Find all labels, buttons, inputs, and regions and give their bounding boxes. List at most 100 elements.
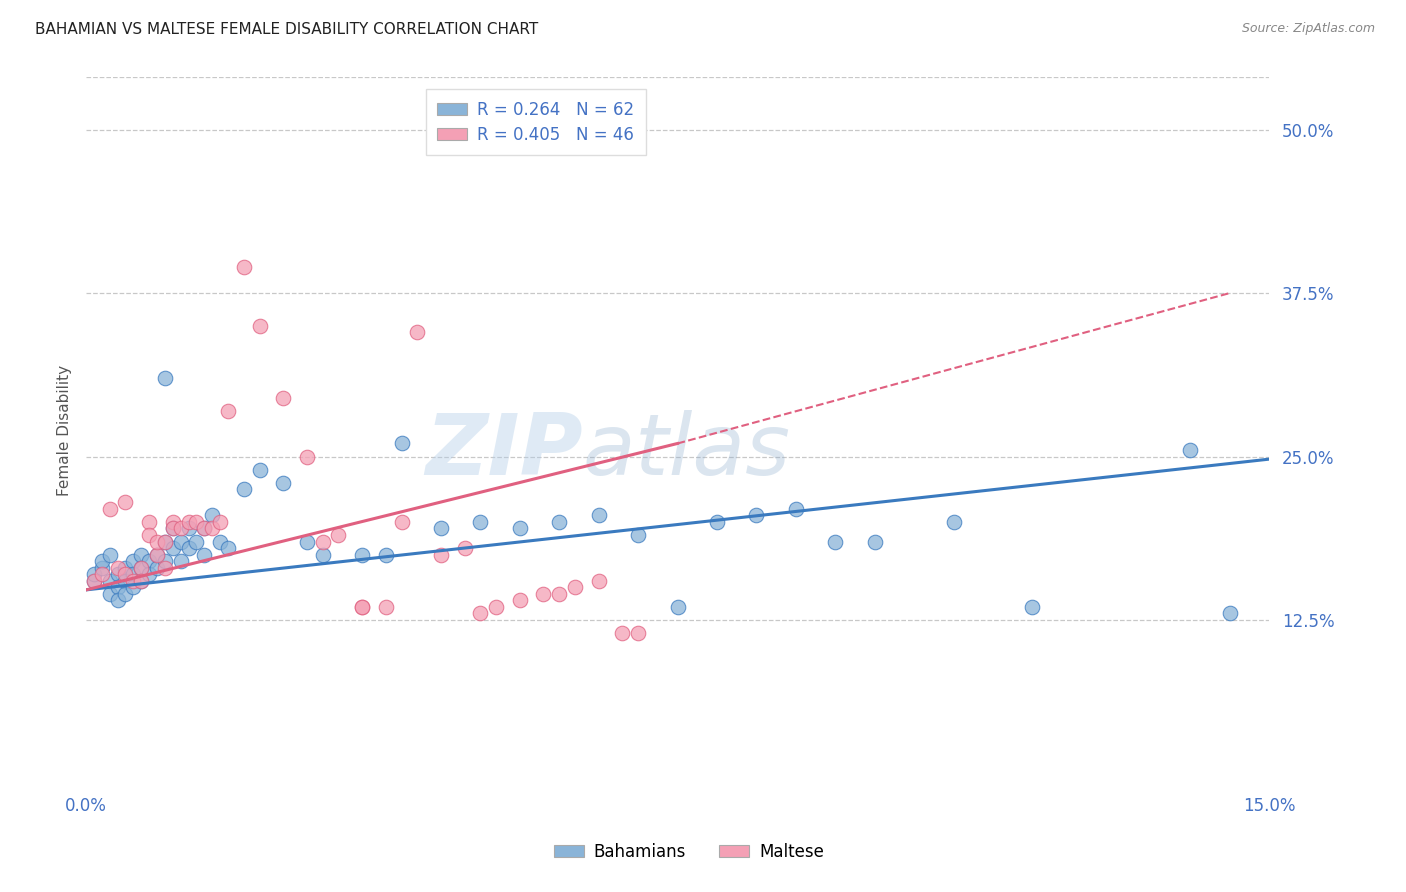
Point (129, 548, 152, 562)
Point (509, 593, 531, 607)
Point (193, 548, 215, 562)
Y-axis label: Female Disability: Female Disability (58, 365, 72, 496)
Point (942, 515, 965, 529)
Point (352, 599, 374, 614)
Point (193, 521, 215, 535)
Text: BAHAMIAN VS MALTESE FEMALE DISABILITY CORRELATION CHART: BAHAMIAN VS MALTESE FEMALE DISABILITY CO… (35, 22, 538, 37)
Point (201, 508, 224, 523)
Text: ZIP: ZIP (425, 410, 583, 493)
Point (1218, 607, 1240, 621)
Point (122, 580, 145, 594)
Point (453, 541, 475, 555)
Point (612, 626, 634, 640)
Point (170, 554, 193, 568)
Point (83, 574, 105, 588)
Point (107, 560, 129, 574)
Point (146, 560, 169, 574)
Point (533, 587, 555, 601)
Point (470, 607, 492, 621)
Point (548, 515, 571, 529)
Point (352, 599, 374, 614)
Point (114, 574, 136, 588)
Point (627, 528, 650, 542)
Point (209, 515, 232, 529)
Point (90, 554, 112, 568)
Point (1178, 442, 1201, 457)
Point (170, 534, 193, 549)
Point (824, 534, 846, 549)
Point (588, 574, 610, 588)
Point (186, 534, 208, 549)
Point (146, 548, 169, 562)
Legend: Bahamians, Maltese: Bahamians, Maltese (547, 837, 831, 868)
Point (129, 560, 152, 574)
Point (548, 587, 571, 601)
Point (430, 521, 453, 535)
Point (122, 567, 145, 582)
Point (627, 626, 650, 640)
Point (391, 515, 413, 529)
Point (98, 574, 121, 588)
Point (114, 587, 136, 601)
Point (114, 495, 136, 509)
Point (153, 534, 176, 549)
Point (271, 391, 294, 405)
Point (138, 515, 160, 529)
Point (114, 567, 136, 582)
Point (162, 541, 184, 555)
Point (271, 475, 294, 490)
Point (186, 515, 208, 529)
Legend: R = 0.264   N = 62, R = 0.405   N = 46: R = 0.264 N = 62, R = 0.405 N = 46 (426, 89, 647, 155)
Point (374, 599, 396, 614)
Point (129, 560, 152, 574)
Point (98, 548, 121, 562)
Point (83, 567, 105, 582)
Point (122, 554, 145, 568)
Point (98, 587, 121, 601)
Point (107, 567, 129, 582)
Point (129, 574, 152, 588)
Point (311, 548, 333, 562)
Text: atlas: atlas (583, 410, 790, 493)
Point (129, 574, 152, 588)
Point (153, 371, 176, 385)
Point (162, 521, 184, 535)
Point (295, 534, 318, 549)
Point (193, 521, 215, 535)
Point (138, 554, 160, 568)
Point (588, 508, 610, 523)
Point (90, 567, 112, 582)
Point (706, 515, 728, 529)
Point (785, 501, 807, 516)
Point (863, 534, 886, 549)
Point (352, 548, 374, 562)
Point (249, 462, 271, 476)
Point (217, 541, 239, 555)
Point (83, 574, 105, 588)
Point (328, 528, 350, 542)
Point (138, 528, 160, 542)
Point (153, 534, 176, 549)
Point (201, 521, 224, 535)
Point (138, 567, 160, 582)
Point (107, 593, 129, 607)
Point (745, 508, 768, 523)
Point (177, 541, 200, 555)
Point (217, 404, 239, 418)
Point (153, 554, 176, 568)
Point (470, 515, 492, 529)
Point (374, 548, 396, 562)
Point (170, 521, 193, 535)
Point (249, 318, 271, 333)
Point (146, 548, 169, 562)
Point (90, 560, 112, 574)
Point (162, 521, 184, 535)
Point (177, 515, 200, 529)
Point (295, 450, 318, 464)
Point (177, 521, 200, 535)
Text: Source: ZipAtlas.com: Source: ZipAtlas.com (1241, 22, 1375, 36)
Point (406, 326, 429, 340)
Point (666, 599, 689, 614)
Point (485, 599, 508, 614)
Point (107, 580, 129, 594)
